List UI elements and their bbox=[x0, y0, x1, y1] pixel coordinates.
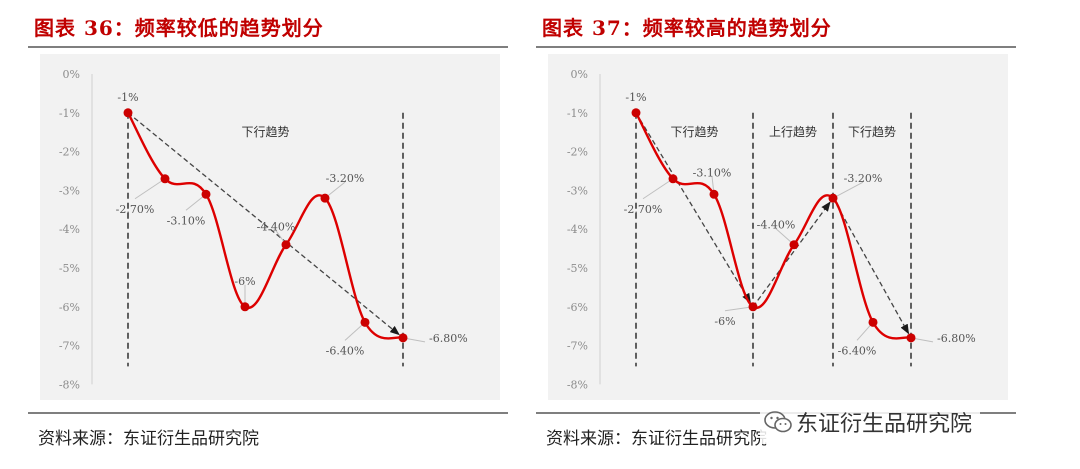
chart-panel-36: 图表 36：频率较低的趋势划分 0% -1% -2% -3% -4% -5% -6% -7% -… bbox=[28, 0, 528, 469]
data-point bbox=[240, 302, 250, 312]
figure-title: 图表 36：频率较低的趋势划分 bbox=[34, 16, 324, 40]
watermark-text: 东证衍生品研究院 bbox=[796, 412, 973, 437]
data-label: -3.20% bbox=[326, 172, 365, 185]
data-point bbox=[320, 193, 330, 203]
title-divider bbox=[28, 46, 508, 48]
y-tick-label: -4% bbox=[59, 223, 80, 236]
data-point bbox=[160, 174, 170, 184]
data-point bbox=[360, 317, 370, 327]
data-point bbox=[123, 108, 133, 118]
data-label: -1% bbox=[625, 91, 646, 104]
trend-arrow bbox=[635, 112, 751, 304]
data-label: -6.80% bbox=[937, 332, 976, 345]
data-label: -6% bbox=[714, 315, 735, 328]
trend-segment-label: 上行趋势 bbox=[769, 125, 817, 139]
data-point bbox=[906, 333, 916, 343]
y-tick-label: -1% bbox=[59, 107, 80, 120]
trend-arrow bbox=[832, 197, 910, 335]
line-chart: 0% -1% -2% -3% -4% -5% -6% -7% -8% 下行趋势 上行趋势 下行趋势 -1… bbox=[567, 68, 976, 391]
trend-arrow bbox=[127, 112, 400, 336]
y-tick-label: -2% bbox=[59, 146, 80, 159]
data-label: -4.40% bbox=[257, 221, 296, 234]
data-label: -6.40% bbox=[838, 344, 877, 357]
label-leader-line bbox=[134, 178, 166, 200]
y-tick-label: -6% bbox=[567, 301, 588, 314]
data-point bbox=[828, 193, 838, 203]
y-tick-label: -3% bbox=[59, 184, 80, 197]
label-leader-line bbox=[724, 306, 754, 312]
data-label: -6.40% bbox=[326, 344, 365, 357]
series-line bbox=[126, 112, 404, 340]
y-tick-label: -3% bbox=[567, 184, 588, 197]
wechat-icon bbox=[764, 411, 792, 433]
figure-title: 图表 37：频率较高的趋势划分 bbox=[542, 16, 832, 40]
data-point bbox=[709, 189, 719, 199]
trend-arrow bbox=[752, 201, 831, 308]
data-label: -6% bbox=[234, 275, 255, 288]
data-label: -3.20% bbox=[844, 172, 883, 185]
y-tick-label: -8% bbox=[59, 378, 80, 391]
y-tick-label: -8% bbox=[567, 378, 588, 391]
watermark: 东证衍生品研究院 bbox=[760, 400, 981, 444]
data-label: -3.10% bbox=[167, 214, 206, 227]
y-tick-label: 0% bbox=[571, 68, 588, 81]
title-divider bbox=[536, 46, 1016, 48]
label-leader-line bbox=[832, 181, 864, 199]
data-label: -2.70% bbox=[624, 203, 663, 216]
data-label: -1% bbox=[117, 91, 138, 104]
trend-segment-label: 下行趋势 bbox=[670, 125, 718, 139]
line-chart: 0%-1%-2%-3%-4%-5%-6%-7%-8%下行趋势-1%-2.70%-… bbox=[59, 68, 468, 391]
trend-segment-label: 下行趋势 bbox=[241, 125, 289, 139]
data-label: -6.80% bbox=[429, 332, 468, 345]
chart-panel-37: 图表 37：频率较高的趋势划分 0% -1% -2% -3% -4% -5% -6% -7% -… bbox=[536, 0, 1036, 469]
y-tick-label: -6% bbox=[59, 301, 80, 314]
data-point bbox=[398, 333, 408, 343]
data-label: -3.10% bbox=[693, 166, 732, 179]
y-tick-label: -1% bbox=[567, 107, 588, 120]
data-point bbox=[789, 240, 799, 250]
data-point bbox=[201, 189, 211, 199]
data-point bbox=[868, 317, 878, 327]
data-label: -2.70% bbox=[116, 203, 155, 216]
y-tick-label: -5% bbox=[567, 262, 588, 275]
data-label: -4.40% bbox=[757, 219, 796, 232]
data-point bbox=[748, 302, 758, 312]
source-note: 资料来源：东证衍生品研究院 bbox=[38, 429, 259, 449]
data-point bbox=[668, 174, 678, 184]
data-point bbox=[281, 240, 291, 250]
y-tick-label: 0% bbox=[63, 68, 80, 81]
y-tick-label: -7% bbox=[567, 340, 588, 353]
chart-area: 0% -1% -2% -3% -4% -5% -6% -7% -8% 下行趋势 上行趋势 下行趋势 -1… bbox=[548, 54, 1008, 400]
chart-area: 0% -1% -2% -3% -4% -5% -6% -7% -8% 下行趋势 -1% -2.70% -… bbox=[40, 54, 500, 400]
y-tick-label: -5% bbox=[59, 262, 80, 275]
series-line bbox=[634, 112, 912, 340]
y-tick-label: -4% bbox=[567, 223, 588, 236]
source-note: 资料来源：东证衍生品研究院 bbox=[546, 429, 767, 449]
source-divider bbox=[28, 412, 508, 414]
trend-segment-label: 下行趋势 bbox=[848, 125, 896, 139]
y-tick-label: -7% bbox=[59, 340, 80, 353]
y-tick-label: -2% bbox=[567, 146, 588, 159]
label-leader-line bbox=[642, 178, 674, 200]
data-point bbox=[631, 108, 641, 118]
